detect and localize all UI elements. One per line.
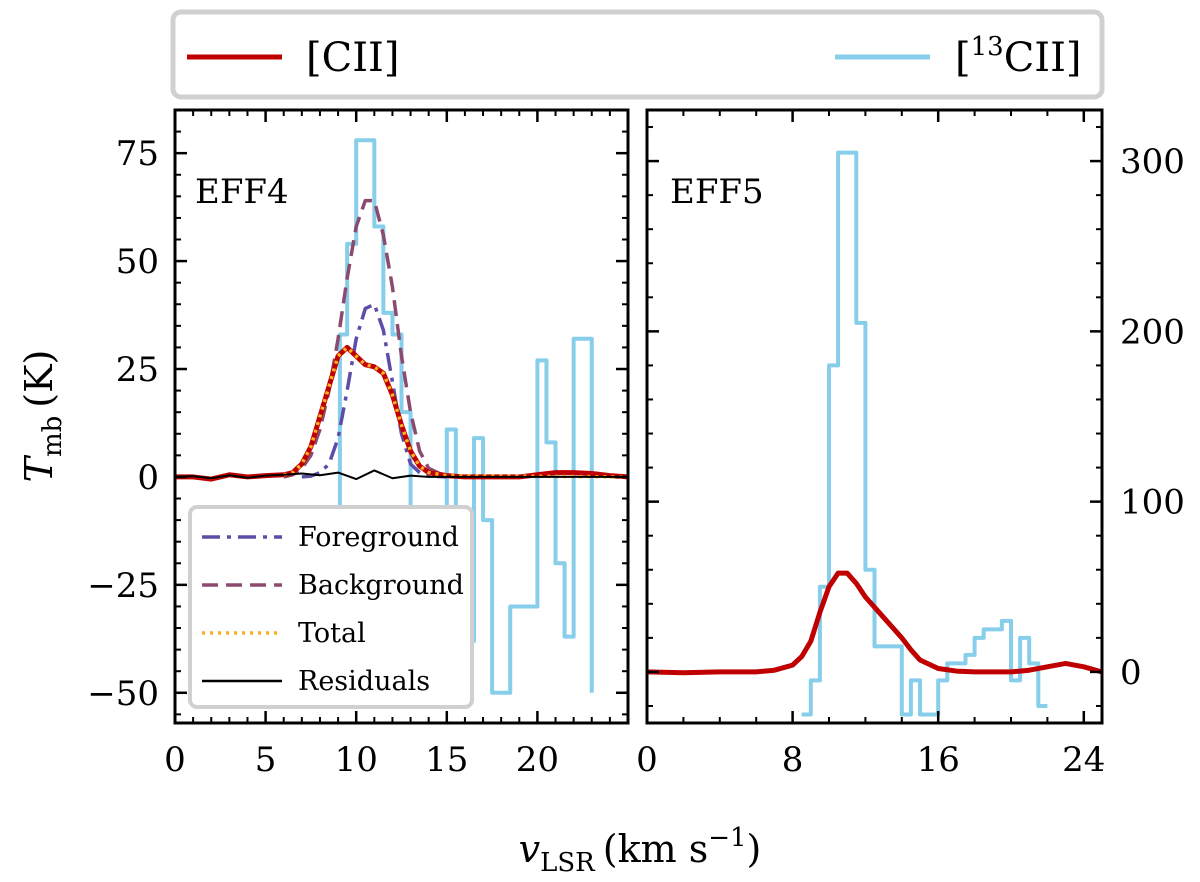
panel-eff5: 0 8 16 24 0 100 200 300 EFF5 (636, 108, 1185, 780)
panel-eff4-ticks: 0 5 10 15 20 −50 −25 0 25 50 75 (87, 109, 629, 780)
y-tick-label-eff4--50: −50 (87, 674, 159, 714)
legend-label-residuals: Residuals (298, 666, 430, 697)
x-tick-label-eff4-20: 20 (516, 740, 559, 780)
panel-eff4-title: EFF4 (195, 172, 289, 212)
x-tick-label-eff4-5: 5 (255, 740, 277, 780)
y-axis-label-main: T (17, 454, 61, 482)
series-foreground-eff4 (301, 302, 447, 479)
legend-label-13cii: [13CII] (955, 32, 1082, 81)
top-legend-frame (170, 9, 1105, 100)
x-axis-label-main: v (519, 827, 541, 871)
x-axis-label-unit-pre: (km s (603, 827, 708, 871)
series-residuals-eff4 (175, 469, 628, 481)
series-total-eff4 (283, 345, 628, 479)
y-tick-label-eff5-300: 300 (1120, 142, 1185, 182)
y-tick-label-eff4-75: 75 (116, 134, 159, 174)
legend-label-total: Total (298, 618, 366, 649)
series-background-eff4 (283, 198, 448, 479)
panel-eff4-series (175, 138, 628, 695)
x-tick-label-eff5-24: 24 (1062, 740, 1105, 780)
x-tick-label-eff4-10: 10 (335, 740, 378, 780)
panel-eff5-ticks: 0 8 16 24 0 100 200 300 (636, 110, 1185, 780)
y-tick-label-eff5-100: 100 (1120, 483, 1185, 523)
x-axis-label: vLSR (km s−1) (519, 823, 762, 878)
panel-eff4-legend: Foreground Background Total Residuals (188, 505, 474, 709)
panel-eff5-series (647, 150, 1102, 717)
y-tick-label-eff4-50: 50 (116, 242, 159, 282)
x-tick-label-eff4-15: 15 (425, 740, 468, 780)
y-tick-label-eff4-0: 0 (137, 458, 159, 498)
y-tick-label-eff5-0: 0 (1120, 653, 1142, 693)
panel-eff5-title: EFF5 (670, 172, 764, 212)
x-tick-label-eff5-16: 16 (917, 740, 960, 780)
panel-eff4: 0 5 10 15 20 −50 −25 0 25 50 75 EFF4 Foreground Bac… (87, 108, 630, 780)
x-tick-label-eff5-0: 0 (636, 740, 658, 780)
series-13cii-eff5 (801, 150, 1048, 717)
x-axis-label-unit-post: ) (747, 827, 762, 871)
y-tick-label-eff5-200: 200 (1120, 312, 1185, 352)
x-axis-label-sub: LSR (540, 848, 596, 878)
legend-label-background: Background (298, 570, 464, 601)
y-axis-label: Tmb (K) (17, 350, 68, 483)
y-tick-label-eff4--25: −25 (87, 566, 159, 606)
series-13cii-eff4 (336, 138, 594, 695)
panel-eff4-frame (173, 108, 630, 725)
y-axis-label-unit: (K) (17, 350, 61, 408)
series-cii-eff5 (647, 570, 1102, 676)
legend-label-13cii-pre: [ (955, 35, 971, 81)
panel-eff5-frame (645, 108, 1104, 725)
x-axis-label-unit-sup: −1 (708, 823, 746, 853)
panel-eff4-legend-frame (188, 505, 474, 709)
legend-label-13cii-sup: 13 (971, 32, 1004, 62)
top-legend: [CII] [13CII] (170, 9, 1105, 100)
y-tick-label-eff4-25: 25 (116, 350, 159, 390)
x-tick-label-eff4-0: 0 (164, 740, 186, 780)
legend-label-cii: [CII] (306, 35, 399, 81)
legend-label-13cii-main: CII] (1004, 35, 1082, 81)
legend-label-foreground: Foreground (298, 522, 459, 553)
x-tick-label-eff5-8: 8 (782, 740, 804, 780)
y-axis-label-sub: mb (38, 416, 68, 457)
